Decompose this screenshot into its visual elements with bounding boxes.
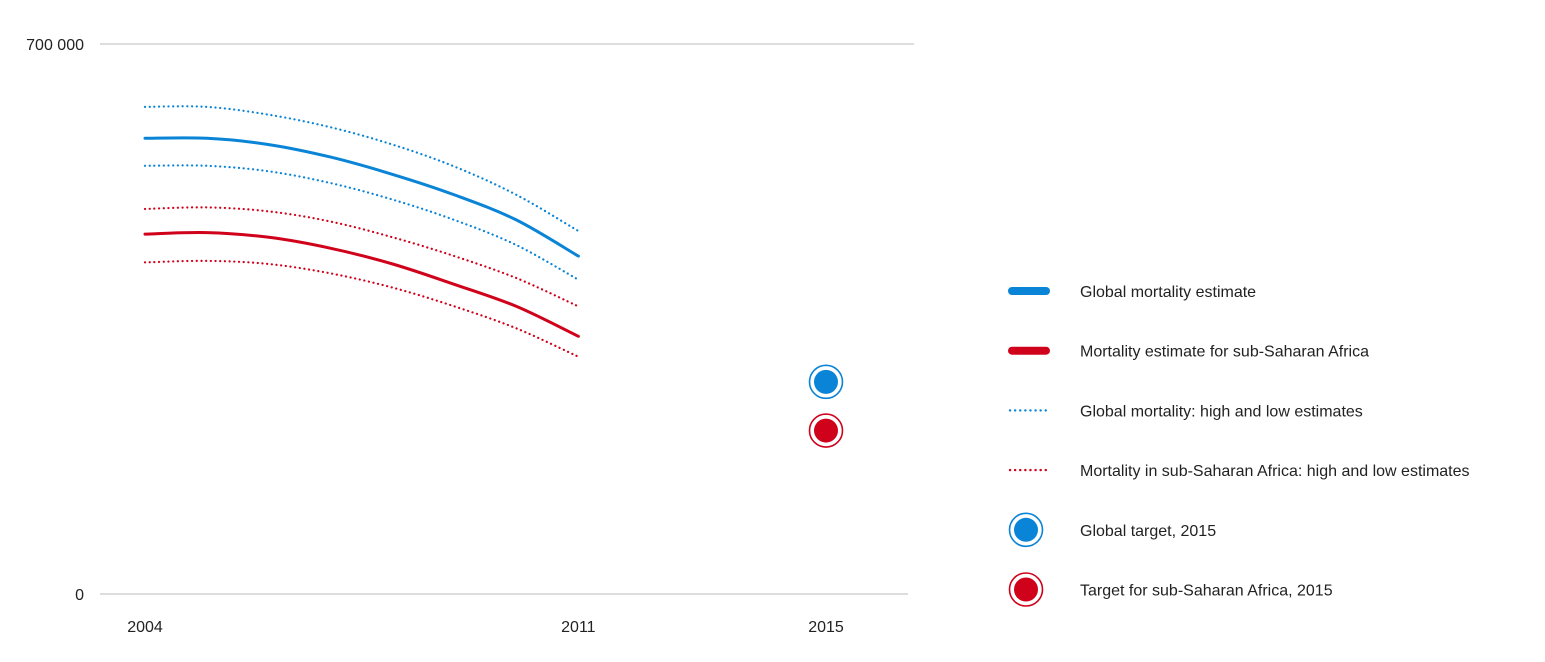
target-marker-ssa-target	[808, 413, 844, 448]
series-line-ssa-low	[143, 259, 580, 358]
x-tick-label: 2011	[561, 619, 596, 636]
series-line-ssa-est	[143, 230, 580, 338]
legend-label: Global mortality estimate	[1080, 284, 1256, 301]
legend-item: Mortality estimate for sub-Saharan Afric…	[1008, 344, 1369, 361]
targets-layer	[808, 364, 844, 448]
legend-item: Target for sub-Saharan Africa, 2015	[1008, 572, 1333, 607]
target-marker-global-target	[808, 364, 844, 400]
axes: 0 700 000 2004 2011 2015	[26, 37, 914, 636]
legend-item: Mortality in sub-Saharan Africa: high an…	[1008, 463, 1470, 480]
legend-label: Global mortality: high and low estimates	[1080, 403, 1363, 420]
x-tick-label: 2004	[127, 619, 163, 636]
legend-label: Global target, 2015	[1080, 523, 1216, 540]
legend-swatch-marker	[1008, 512, 1044, 548]
y-tick-label: 700 000	[26, 37, 84, 54]
series-line-global-high	[143, 105, 580, 233]
legend-label: Target for sub-Saharan Africa, 2015	[1080, 583, 1333, 600]
legend-label: Mortality in sub-Saharan Africa: high an…	[1080, 463, 1470, 480]
series-layer	[143, 105, 580, 358]
legend-label: Mortality estimate for sub-Saharan Afric…	[1080, 344, 1369, 361]
legend: Global mortality estimate Mortality estim…	[1008, 284, 1470, 607]
legend-item: Global mortality estimate	[1008, 284, 1256, 301]
series-line-global-est	[143, 136, 580, 258]
legend-item: Global target, 2015	[1008, 512, 1216, 548]
legend-swatch-marker	[1008, 572, 1044, 607]
legend-item: Global mortality: high and low estimates	[1008, 403, 1363, 420]
x-tick-label: 2015	[808, 619, 844, 636]
series-line-ssa-high	[143, 206, 580, 308]
series-line-global-low	[143, 164, 580, 281]
y-tick-label: 0	[75, 587, 84, 604]
